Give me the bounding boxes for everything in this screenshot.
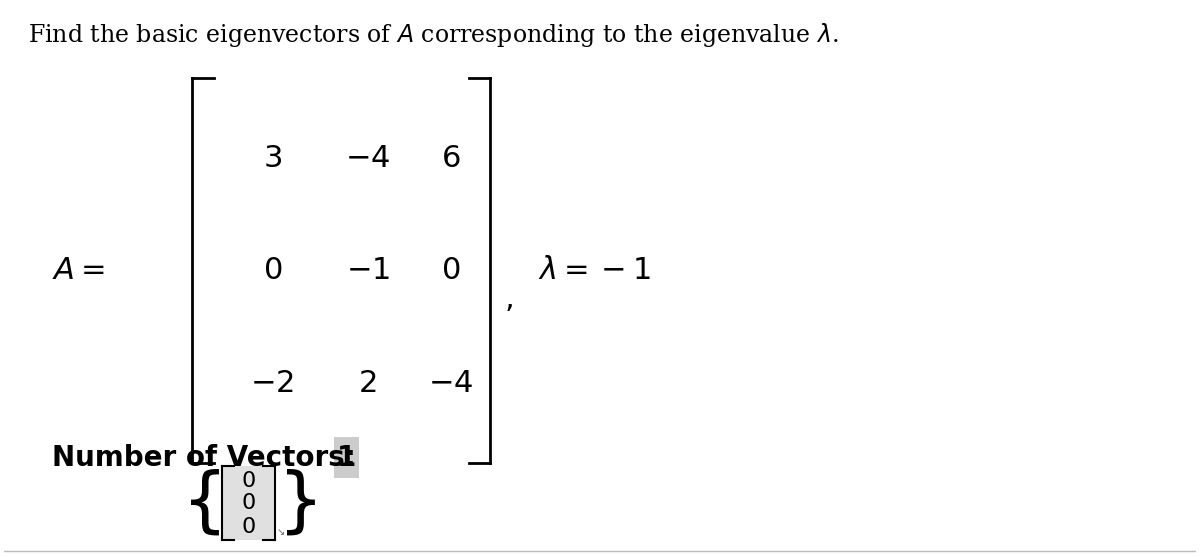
Text: Find the basic eigenvectors of $A$ corresponding to the eigenvalue $\lambda$.: Find the basic eigenvectors of $A$ corre… bbox=[28, 21, 839, 49]
Text: $3$: $3$ bbox=[263, 143, 282, 172]
Text: $0$: $0$ bbox=[241, 517, 256, 537]
Text: $0$: $0$ bbox=[263, 256, 282, 285]
FancyBboxPatch shape bbox=[335, 437, 359, 478]
Text: $0$: $0$ bbox=[241, 471, 256, 490]
Text: 1: 1 bbox=[337, 444, 356, 472]
Text: $6$: $6$ bbox=[442, 143, 461, 172]
Text: $\lambda = -1$: $\lambda = -1$ bbox=[538, 256, 650, 285]
Text: $-4$: $-4$ bbox=[346, 143, 390, 172]
Text: Number of Vectors:: Number of Vectors: bbox=[52, 444, 365, 472]
Text: ,: , bbox=[505, 283, 515, 312]
FancyBboxPatch shape bbox=[222, 466, 275, 540]
Text: $2$: $2$ bbox=[359, 369, 377, 398]
Text: $-4$: $-4$ bbox=[428, 369, 474, 398]
Text: $-1$: $-1$ bbox=[346, 256, 390, 285]
Text: $0$: $0$ bbox=[442, 256, 461, 285]
Text: $0$: $0$ bbox=[241, 493, 256, 513]
Text: $-2$: $-2$ bbox=[251, 369, 294, 398]
Text: ↘: ↘ bbox=[277, 527, 286, 537]
Text: $A = $: $A = $ bbox=[52, 256, 104, 285]
Text: $\}$: $\}$ bbox=[277, 468, 316, 538]
Text: $\{$: $\{$ bbox=[181, 468, 221, 538]
